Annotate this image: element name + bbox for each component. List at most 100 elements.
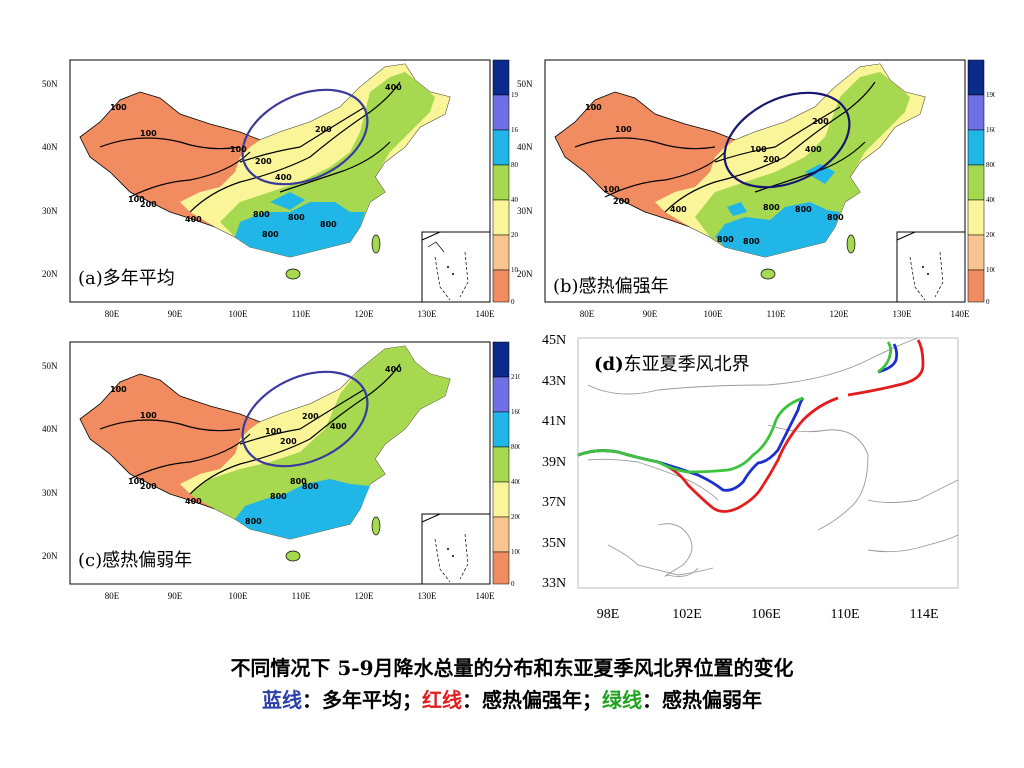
contour-label: 800	[302, 482, 319, 491]
x-tick: 90E	[168, 309, 183, 319]
x-tick: 98E	[597, 607, 620, 622]
contour-label: 800	[290, 477, 307, 486]
x-tick: 140E	[951, 309, 971, 319]
x-tick: 120E	[355, 591, 375, 601]
panel-label-c: (c)感热偏弱年	[78, 550, 192, 571]
contour-label: 400	[330, 422, 347, 431]
contour-label: 200	[140, 200, 157, 209]
y-tick: 30N	[42, 206, 58, 216]
caption-title: 不同情况下 5-9月降水总量的分布和东亚夏季风北界位置的变化	[230, 656, 794, 680]
colorbar-label: 1900	[986, 91, 995, 99]
colorbar-label: 20	[511, 231, 519, 239]
contour-label: 200	[255, 157, 272, 166]
contour-label: 200	[812, 117, 829, 126]
y-tick: 33N	[542, 576, 566, 591]
x-tick: 130E	[893, 309, 913, 319]
y-tick: 43N	[542, 374, 566, 389]
contour-label: 800	[717, 235, 734, 244]
monsoon-boundary-panel: 45N 43N 41N 39N 37N 35N 33N 98E 102E 106…	[538, 330, 968, 630]
contour-label: 800	[288, 213, 305, 222]
colorbar-label: 100	[986, 266, 995, 274]
contour-labels-c: 100 100 100 200 200 400 400 200 100 800 …	[110, 365, 402, 526]
y-tick: 20N	[42, 551, 58, 561]
contour-label: 100	[110, 385, 127, 394]
contour-label: 200	[315, 125, 332, 134]
legend-red-desc: ：感热偏强年；	[462, 688, 602, 712]
contour-label: 200	[302, 412, 319, 421]
x-tick: 80E	[580, 309, 595, 319]
colorbar-label: 400	[511, 478, 520, 486]
contour-label: 100	[750, 145, 767, 154]
inset-map	[421, 513, 491, 585]
y-tick: 35N	[542, 536, 566, 551]
contour-label: 400	[275, 173, 292, 182]
contour-label: 100	[230, 145, 247, 154]
contour-label: 400	[805, 145, 822, 154]
legend-blue-label: 蓝线	[262, 688, 302, 712]
x-tick: 100E	[229, 309, 249, 319]
contour-label: 800	[262, 230, 279, 239]
y-tick: 30N	[517, 206, 533, 216]
colorbar-label: 0	[986, 298, 990, 306]
colorbar-label: 200	[986, 231, 995, 239]
x-tick: 110E	[830, 607, 859, 622]
contour-label: 200	[613, 197, 630, 206]
colorbar-label: 2100	[511, 373, 520, 381]
colorbar-label: 10	[511, 266, 519, 274]
contour-label: 100	[585, 103, 602, 112]
x-tick: 100E	[704, 309, 724, 319]
colorbar-label: 16	[511, 126, 519, 134]
y-tick: 45N	[542, 333, 566, 348]
contour-label: 400	[670, 205, 687, 214]
x-axis-ticks: 80E 90E 100E 110E 120E 130E 140E	[105, 591, 495, 601]
x-tick: 80E	[105, 591, 120, 601]
x-tick: 140E	[476, 309, 496, 319]
x-axis-ticks: 80E 90E 100E 110E 120E 130E 140E	[105, 309, 495, 319]
contour-label: 100	[265, 427, 282, 436]
legend-green-desc: ：感热偏弱年	[642, 688, 762, 712]
colorbar-b: 1900 1600 800 400 200 100 0	[967, 59, 995, 306]
caption-legend: 蓝线：多年平均；红线：感热偏强年；绿线：感热偏弱年	[0, 684, 1024, 713]
colorbar-label: 40	[511, 196, 519, 204]
x-tick: 90E	[168, 591, 183, 601]
y-axis-ticks-d: 45N 43N 41N 39N 37N 35N 33N	[542, 333, 566, 591]
inset-map	[896, 231, 966, 303]
contour-label: 100	[140, 129, 157, 138]
colorbar-label: 800	[986, 161, 995, 169]
panel-label-d: (d)东亚夏季风北界	[594, 354, 750, 375]
x-tick: 130E	[418, 309, 438, 319]
y-tick: 20N	[42, 269, 58, 279]
x-tick: 110E	[767, 309, 786, 319]
x-tick: 120E	[830, 309, 850, 319]
y-tick: 40N	[517, 142, 533, 152]
inset-map	[421, 231, 491, 303]
contour-label: 200	[280, 437, 297, 446]
contour-label: 100	[128, 477, 145, 486]
map-panel-a: 100 100 100 200 200 400 400 200 100 800 …	[40, 52, 520, 330]
colorbar-label: 200	[511, 513, 520, 521]
colorbar-label: 19	[511, 91, 519, 99]
contour-label: 400	[385, 83, 402, 92]
x-axis-ticks: 80E 90E 100E 110E 120E 130E 140E	[580, 309, 970, 319]
colorbar-label: 800	[511, 443, 520, 451]
contour-labels-a: 100 100 100 200 200 400 400 200 100 800 …	[110, 83, 402, 239]
contour-label: 800	[270, 492, 287, 501]
map-a-svg: 100 100 100 200 200 400 400 200 100 800 …	[42, 59, 519, 319]
y-tick: 40N	[42, 142, 58, 152]
contour-label: 200	[140, 482, 157, 491]
panel-label-d-text: 东亚夏季风北界	[624, 354, 750, 375]
contour-label: 800	[320, 220, 337, 229]
contour-label: 800	[827, 213, 844, 222]
contour-label: 400	[385, 365, 402, 374]
x-tick: 120E	[355, 309, 375, 319]
contour-label: 100	[110, 103, 127, 112]
y-tick: 41N	[542, 414, 566, 429]
y-axis-ticks: 50N 40N 30N 20N	[517, 79, 533, 279]
y-axis-ticks: 50N 40N 30N 20N	[42, 79, 58, 279]
contour-label: 400	[185, 215, 202, 224]
map-b-svg: 100 100 100 200 200 400 400 200 100 800 …	[517, 59, 995, 319]
legend-blue-desc: ：多年平均；	[302, 688, 422, 712]
y-tick: 30N	[42, 488, 58, 498]
contour-label: 100	[140, 411, 157, 420]
contour-label: 400	[185, 497, 202, 506]
